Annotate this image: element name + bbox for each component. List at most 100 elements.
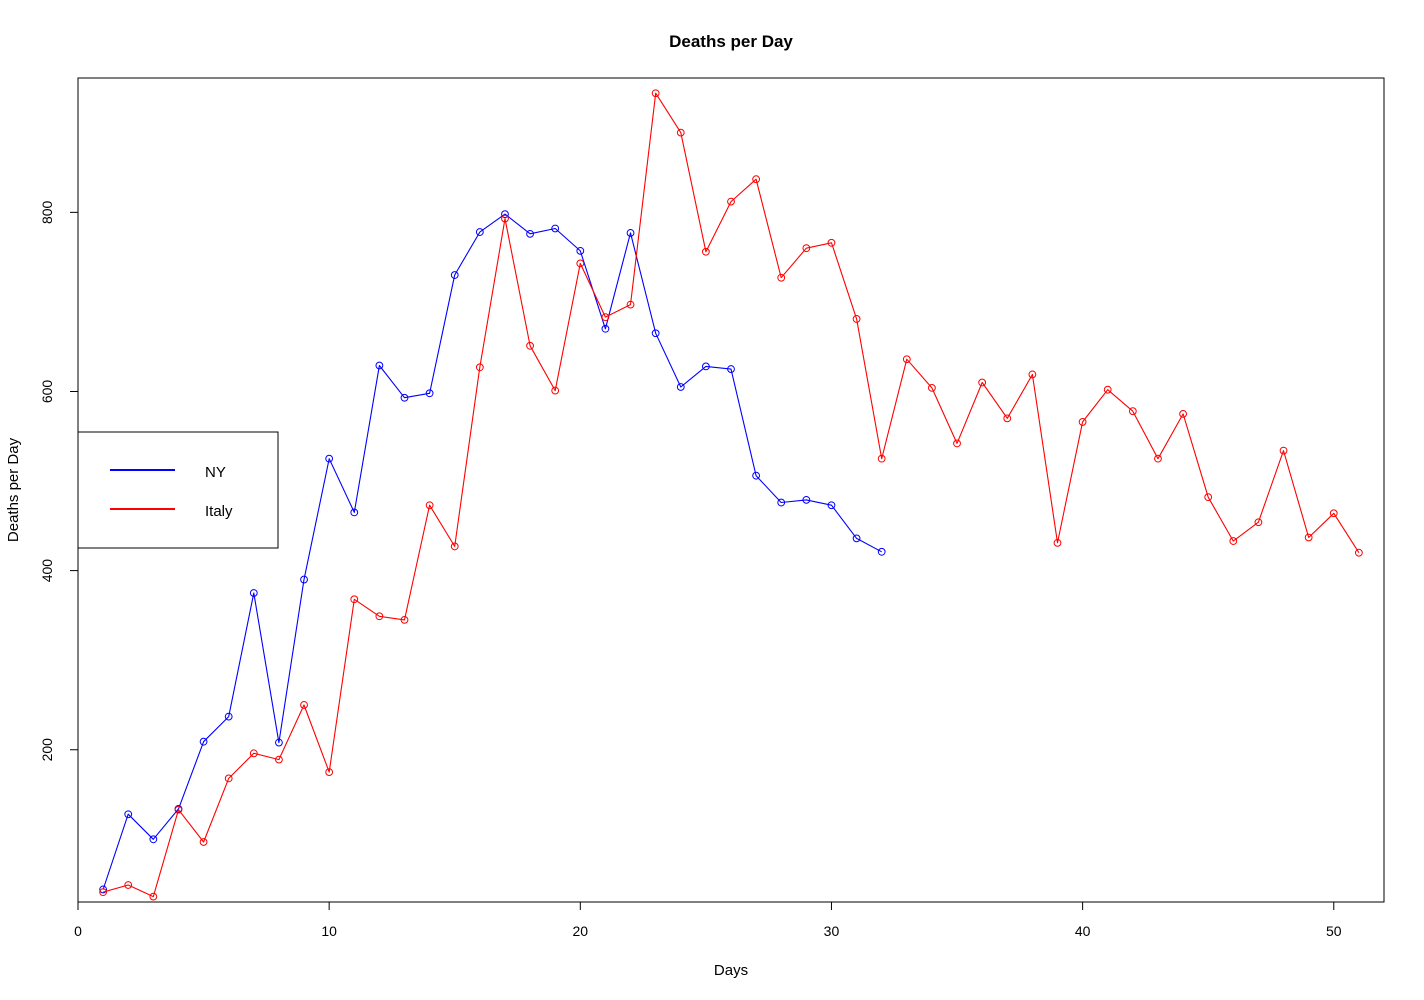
data-point-ny xyxy=(551,224,560,233)
data-point-italy xyxy=(1003,414,1012,423)
data-point-italy xyxy=(576,259,585,268)
data-point-ny xyxy=(149,835,158,844)
data-point-ny xyxy=(626,229,635,237)
data-point-italy xyxy=(425,501,434,510)
x-tick-label: 0 xyxy=(74,923,82,939)
data-point-italy xyxy=(300,701,308,709)
y-tick-label: 600 xyxy=(39,380,55,404)
data-point-ny xyxy=(852,534,861,543)
data-point-italy xyxy=(827,238,836,247)
x-tick-label: 30 xyxy=(824,923,840,939)
legend: NY Italy xyxy=(77,431,279,549)
data-point-italy xyxy=(1204,493,1213,502)
data-point-ny xyxy=(425,389,434,398)
data-point-italy xyxy=(249,749,258,758)
data-point-ny xyxy=(124,810,133,819)
data-point-ny xyxy=(300,575,308,584)
data-point-ny xyxy=(877,547,886,556)
data-point-italy xyxy=(752,175,761,184)
data-point-italy xyxy=(1254,518,1263,527)
data-point-ny xyxy=(325,454,334,463)
data-point-ny xyxy=(752,471,761,480)
data-point-ny xyxy=(777,498,786,507)
data-point-ny xyxy=(475,228,484,236)
data-point-ny xyxy=(501,210,509,219)
data-point-ny xyxy=(375,361,384,370)
series-line-ny xyxy=(102,213,882,890)
data-point-italy xyxy=(325,768,334,777)
x-tick-label: 20 xyxy=(573,923,589,939)
data-point-ny xyxy=(275,738,283,747)
y-axis: 200 400 600 800 xyxy=(39,200,79,762)
data-point-italy xyxy=(1304,533,1313,542)
data-point-italy xyxy=(877,454,886,463)
data-point-italy xyxy=(1279,446,1288,455)
data-point-italy xyxy=(350,595,359,604)
data-point-italy xyxy=(902,355,911,364)
data-point-italy xyxy=(601,313,610,322)
data-point-italy xyxy=(149,892,158,901)
data-point-italy xyxy=(400,615,409,624)
data-point-italy xyxy=(475,363,484,372)
data-point-ny xyxy=(450,271,459,279)
data-point-italy xyxy=(450,542,459,551)
data-point-italy xyxy=(1078,418,1087,426)
data-point-ny xyxy=(350,508,359,517)
data-point-ny xyxy=(727,365,735,373)
data-point-italy xyxy=(651,89,660,98)
x-tick-label: 50 xyxy=(1326,923,1342,939)
data-point-ny xyxy=(802,495,811,504)
chart-title: Deaths per Day xyxy=(669,32,793,51)
series-layer xyxy=(99,89,1363,901)
data-point-ny xyxy=(701,362,710,371)
data-point-ny xyxy=(601,324,610,333)
data-point-italy xyxy=(1028,370,1037,379)
data-point-ny xyxy=(651,329,660,338)
y-tick-label: 200 xyxy=(39,738,55,762)
data-point-italy xyxy=(1179,409,1187,418)
data-point-ny xyxy=(576,246,585,255)
x-axis-label: Days xyxy=(714,962,748,979)
data-point-italy xyxy=(1053,538,1062,547)
data-point-italy xyxy=(626,300,635,309)
data-point-ny xyxy=(199,737,208,746)
data-point-italy xyxy=(124,881,133,889)
y-axis-label: Deaths per Day xyxy=(5,437,22,542)
data-point-italy xyxy=(224,774,233,783)
data-point-italy xyxy=(1329,509,1338,518)
y-tick-label: 800 xyxy=(39,200,55,224)
data-point-italy xyxy=(802,244,811,253)
data-point-italy xyxy=(1229,537,1238,545)
legend-label-ny: NY xyxy=(205,464,226,481)
data-point-ny xyxy=(526,229,534,238)
data-point-italy xyxy=(375,612,384,621)
data-point-italy xyxy=(275,755,283,764)
data-point-italy xyxy=(199,838,208,846)
legend-label-italy: Italy xyxy=(205,503,233,520)
series-line-italy xyxy=(102,92,1360,898)
data-point-ny xyxy=(249,589,258,597)
data-point-italy xyxy=(551,386,560,395)
data-point-ny xyxy=(676,383,685,391)
data-point-italy xyxy=(1354,548,1363,557)
data-point-ny xyxy=(224,712,233,721)
data-point-italy xyxy=(501,214,509,223)
data-point-ny xyxy=(400,393,409,402)
series-ny xyxy=(99,210,886,894)
data-point-italy xyxy=(928,383,936,392)
data-point-italy xyxy=(777,273,786,282)
x-axis: 0 10 20 30 40 50 xyxy=(74,901,1342,939)
legend-box xyxy=(77,431,279,549)
y-tick-label: 400 xyxy=(39,559,55,583)
series-italy xyxy=(99,89,1363,901)
data-point-italy xyxy=(676,128,685,137)
x-tick-label: 40 xyxy=(1075,923,1091,939)
data-point-italy xyxy=(852,315,861,323)
data-point-italy xyxy=(174,805,183,814)
data-point-italy xyxy=(727,197,735,206)
data-point-ny xyxy=(827,501,836,510)
data-point-italy xyxy=(978,378,987,387)
data-point-italy xyxy=(526,341,534,350)
data-point-italy xyxy=(953,439,961,448)
